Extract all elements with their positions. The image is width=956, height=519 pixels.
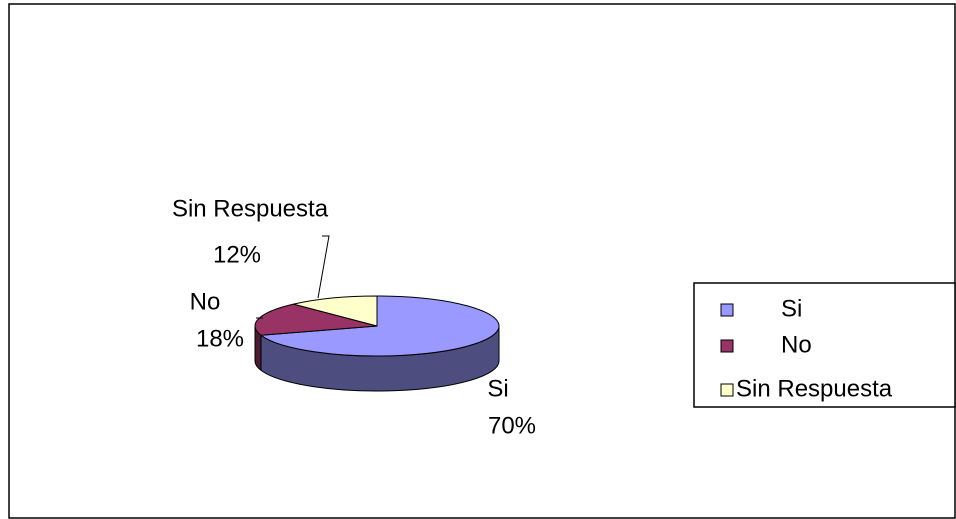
data-label-name: Sin Respuesta	[172, 195, 329, 222]
legend-label: Sin Respuesta	[736, 375, 893, 402]
slice	[254, 303, 378, 336]
legend-box	[693, 282, 956, 408]
slice	[293, 295, 378, 327]
slice	[259, 295, 500, 357]
data-label-value: 12%	[213, 241, 261, 268]
data-label-value: 18%	[196, 325, 244, 352]
pie	[254, 295, 500, 392]
data-label-name: Si	[487, 375, 508, 402]
legend-label: Si	[781, 295, 802, 322]
chart-frame	[8, 3, 956, 519]
legend-label: No	[781, 331, 812, 358]
data-label-name: No	[190, 288, 221, 315]
leader-line	[317, 235, 330, 299]
legend-swatch	[720, 303, 734, 317]
data-label-value: 70%	[488, 412, 536, 439]
legend-swatch	[720, 339, 734, 353]
legend-swatch	[720, 383, 734, 397]
